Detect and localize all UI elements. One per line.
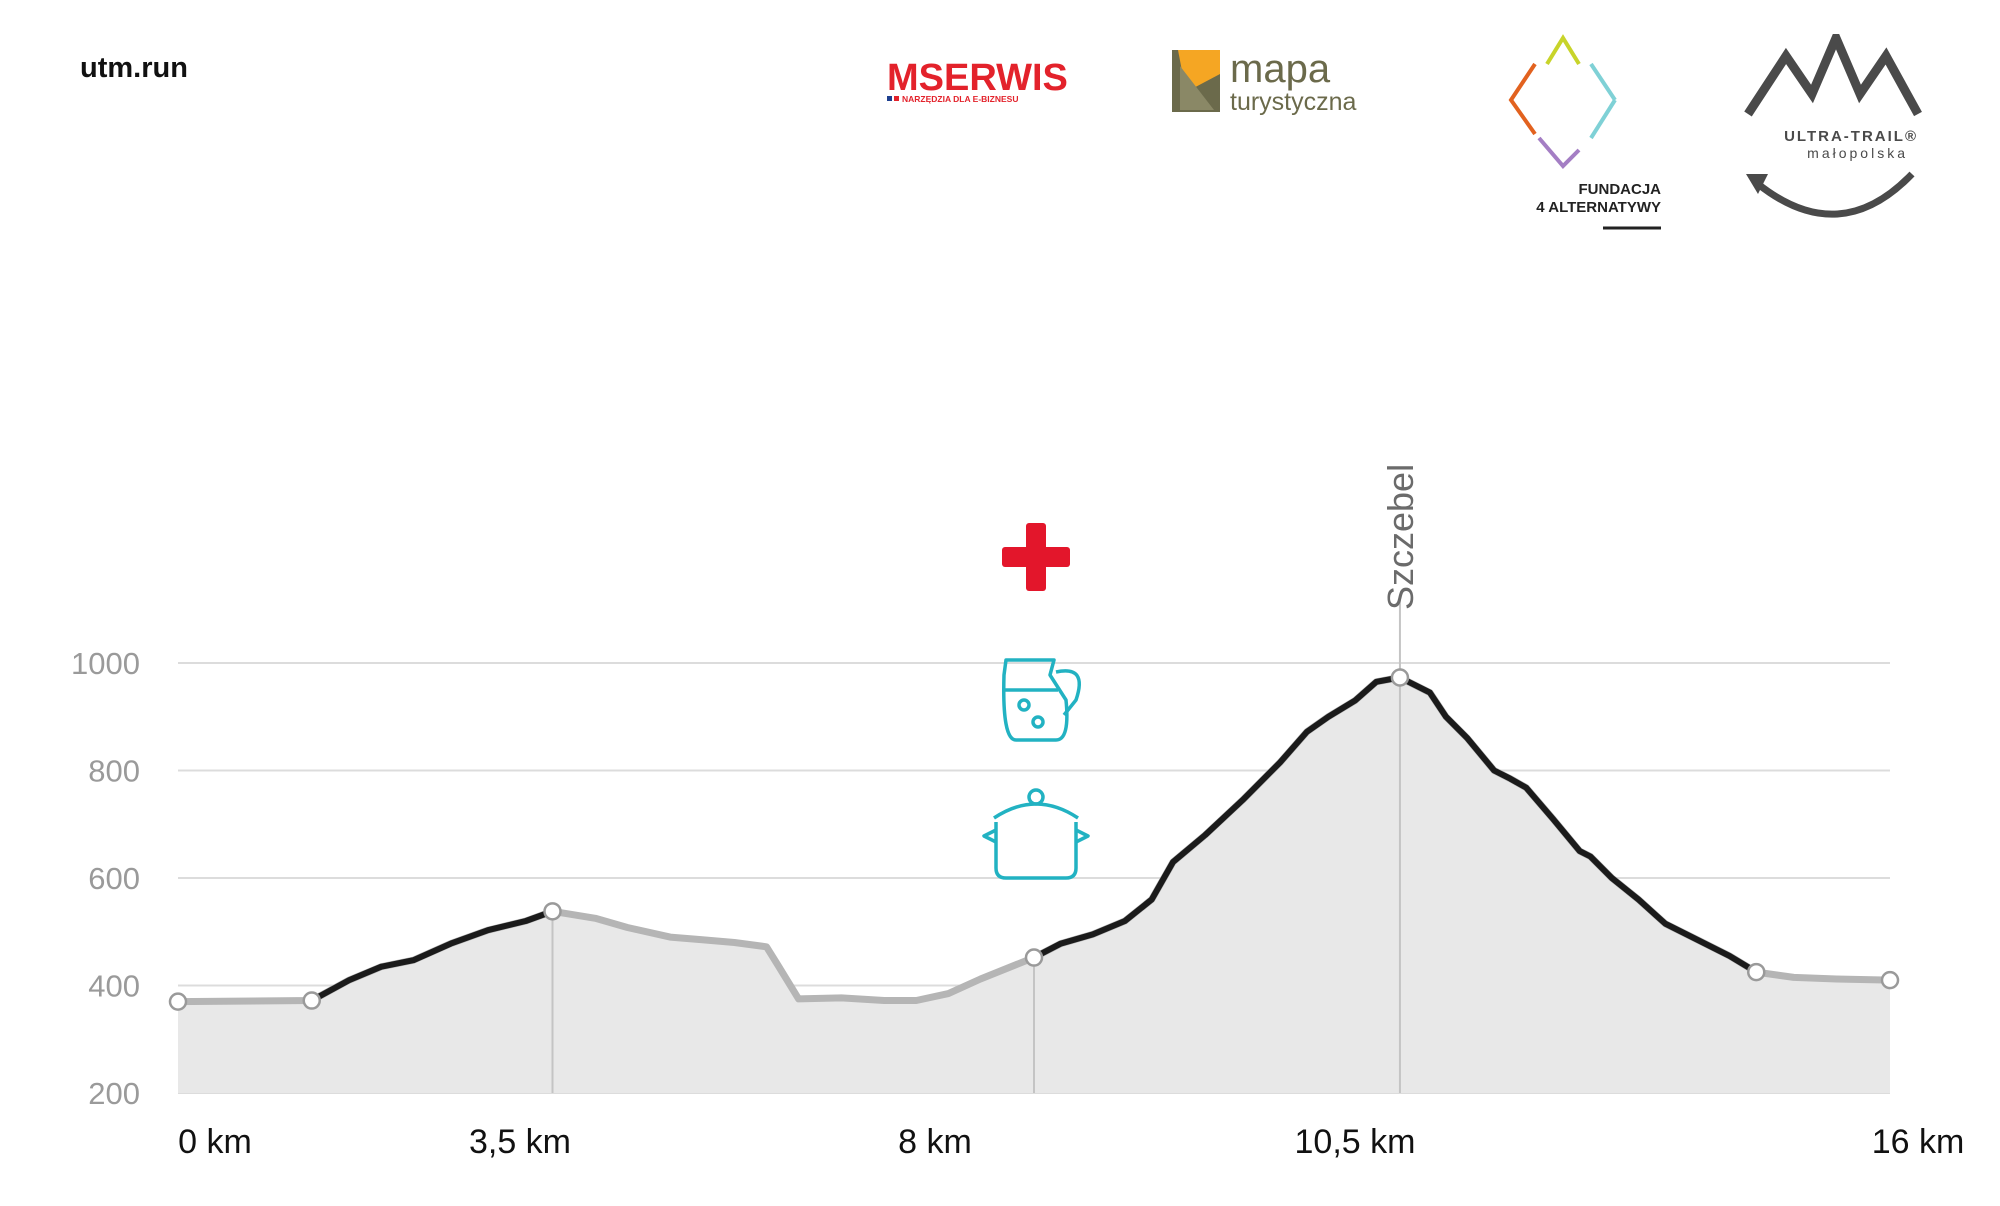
water-jug-bubble bbox=[1031, 715, 1045, 729]
cooking-pot-knob bbox=[1027, 788, 1045, 806]
elevation-area-fill bbox=[178, 677, 1890, 1093]
mserwis-logo: MSERWIS NARZĘDZIA DLA E-BIZNESU bbox=[887, 57, 1068, 104]
waypoint-marker bbox=[1880, 970, 1900, 990]
mapa-logo-wordmark: mapa bbox=[1230, 47, 1331, 91]
x-tick-label: 16 km bbox=[1872, 1123, 1965, 1161]
water-jug-handle bbox=[1055, 669, 1081, 717]
peak-label: Szczebel bbox=[1380, 464, 1421, 610]
water-jug-body bbox=[1002, 658, 1069, 742]
y-axis-ticks: 200 400 600 800 1000 bbox=[71, 646, 140, 1111]
cooking-pot-icon bbox=[982, 788, 1090, 880]
x-tick-label: 3,5 km bbox=[469, 1123, 571, 1161]
water-jug-bubble bbox=[1017, 698, 1031, 712]
waypoint-lines bbox=[551, 600, 1401, 1093]
fundacja-logo-line2: 4 ALTERNATYWY bbox=[1536, 199, 1661, 216]
medical-cross-icon bbox=[1002, 523, 1070, 591]
x-tick-label: 8 km bbox=[898, 1123, 972, 1161]
ultra-trail-logo-line2: małopolska bbox=[1807, 145, 1908, 161]
x-tick-label: 10,5 km bbox=[1295, 1123, 1416, 1161]
elevation-line bbox=[177, 674, 1891, 1006]
waypoint-marker bbox=[168, 992, 188, 1011]
cooking-pot-handle-left bbox=[982, 828, 997, 844]
waypoint-markers bbox=[168, 668, 1900, 1011]
x-axis-ticks: 0 km 3,5 km 8 km 10,5 km 16 km bbox=[178, 1123, 1964, 1161]
elevation-area bbox=[178, 677, 1890, 1093]
site-label: utm.run bbox=[80, 52, 188, 84]
waypoint-marker bbox=[1390, 668, 1410, 687]
fundacja-logo-line1: FUNDACJA bbox=[1579, 181, 1662, 198]
mapa-logo-tagline: turystyczna bbox=[1230, 88, 1357, 116]
y-tick-label: 200 bbox=[88, 1076, 140, 1111]
ultra-trail-logo: ULTRA-TRAIL® małopolska bbox=[1744, 34, 1922, 218]
y-tick-label: 1000 bbox=[71, 646, 140, 681]
ultra-trail-logo-line1: ULTRA-TRAIL® bbox=[1784, 128, 1918, 145]
waypoint-marker bbox=[302, 991, 321, 1010]
aid-station-icons bbox=[982, 523, 1090, 880]
y-tick-label: 600 bbox=[88, 861, 140, 896]
elevation-line-dark bbox=[1031, 674, 1760, 976]
waypoint-marker bbox=[1024, 948, 1044, 967]
x-tick-label: 0 km bbox=[178, 1123, 252, 1161]
medical-cross-bar-v bbox=[1026, 523, 1046, 591]
y-tick-label: 800 bbox=[88, 754, 140, 789]
cooking-pot-body bbox=[994, 822, 1078, 880]
water-jug-icon bbox=[1002, 658, 1081, 742]
cooking-pot-handle-right bbox=[1075, 828, 1090, 844]
mserwis-logo-tagline: NARZĘDZIA DLA E-BIZNESU bbox=[902, 94, 1018, 104]
peak-annotation: Szczebel bbox=[1380, 464, 1421, 610]
cooking-pot-lid bbox=[993, 802, 1079, 820]
waypoint-marker bbox=[543, 902, 562, 921]
waypoint-marker bbox=[1747, 962, 1766, 982]
mserwis-logo-wordmark: MSERWIS bbox=[887, 57, 1068, 99]
y-tick-label: 400 bbox=[88, 969, 140, 1004]
mapa-turystyczna-logo: mapa turystyczna bbox=[1172, 47, 1357, 116]
fundacja-logo: FUNDACJA 4 ALTERNATYWY bbox=[1508, 34, 1662, 230]
elevation-line-dark bbox=[308, 908, 556, 1004]
